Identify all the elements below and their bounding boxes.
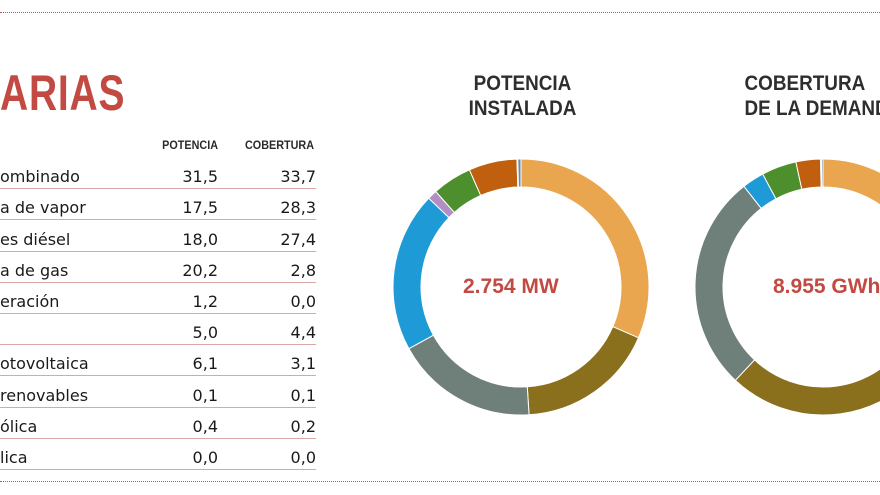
- donut-cobertura: [694, 158, 880, 416]
- donut-title-line1: COBERTURA: [744, 72, 866, 95]
- table-row: ólica 0,4 0,2: [0, 407, 316, 439]
- row-name: lica: [0, 438, 170, 470]
- top-divider: [0, 12, 880, 13]
- donut-slice: [526, 326, 640, 416]
- row-name: a de gas: [0, 251, 170, 283]
- row-cobertura: 0,0: [218, 438, 316, 470]
- row-potencia: 1,2: [170, 282, 218, 314]
- donut-slice: [820, 158, 824, 188]
- row-potencia: 17,5: [170, 188, 218, 221]
- row-cobertura: 0,2: [218, 407, 316, 439]
- table-row: es diésel 18,0 27,4: [0, 219, 316, 252]
- donut-slice: [822, 158, 880, 206]
- row-cobertura: 28,3: [218, 188, 316, 221]
- donut-title-line2: DE LA DEMANDA: [744, 97, 880, 120]
- donut-slice: [408, 334, 530, 416]
- row-name: ombinado: [0, 158, 170, 190]
- row-name: [0, 313, 170, 346]
- header-cobertura: COBERTURA: [244, 138, 314, 152]
- row-cobertura: 0,1: [218, 375, 316, 408]
- donut-slice: [734, 359, 880, 416]
- table-row: lica 0,0 0,0: [0, 438, 316, 470]
- header-potencia: POTENCIA: [162, 138, 218, 152]
- row-cobertura: 4,4: [218, 313, 316, 346]
- row-potencia: 0,1: [170, 375, 218, 408]
- table-row: a de vapor 17,5 28,3: [0, 188, 316, 221]
- center-label-potencia: 2.754 MW: [463, 275, 559, 298]
- row-cobertura: 2,8: [218, 251, 316, 283]
- row-name: eración: [0, 282, 170, 314]
- table-row: eración 1,2 0,0: [0, 282, 316, 314]
- donut-slice: [694, 185, 762, 382]
- row-name: ólica: [0, 407, 170, 439]
- center-label-cobertura: 8.955 GWh: [773, 275, 880, 298]
- row-cobertura: 27,4: [218, 219, 316, 252]
- row-name: renovables: [0, 375, 170, 408]
- row-potencia: 20,2: [170, 251, 218, 283]
- bottom-divider: [0, 481, 880, 482]
- table-row: renovables 0,1 0,1: [0, 375, 316, 408]
- table-row: otovoltaica 6,1 3,1: [0, 344, 316, 377]
- table-row: ombinado 31,5 33,7: [0, 158, 316, 190]
- donut-slice: [392, 197, 450, 350]
- donut-potencia: [392, 158, 650, 416]
- row-potencia: 5,0: [170, 313, 218, 346]
- row-potencia: 31,5: [170, 158, 218, 190]
- row-cobertura: 0,0: [218, 282, 316, 314]
- donut-title-potencia: POTENCIA INSTALADA: [448, 71, 597, 121]
- row-name: es diésel: [0, 219, 170, 252]
- data-table: ombinado 31,5 33,7 a de vapor 17,5 28,3 …: [0, 158, 316, 470]
- section-title: ARIAS: [0, 65, 126, 121]
- donut-slice: [517, 158, 522, 188]
- table-row: 5,0 4,4: [0, 313, 316, 346]
- row-name: otovoltaica: [0, 344, 170, 377]
- donut-slice: [520, 158, 650, 339]
- donut-title-line2: INSTALADA: [468, 97, 577, 120]
- row-name: a de vapor: [0, 188, 170, 221]
- donut-title-cobertura: COBERTURA DE LA DEMANDA: [745, 71, 880, 121]
- row-potencia: 0,4: [170, 407, 218, 439]
- donut-title-line1: POTENCIA: [473, 72, 572, 95]
- row-cobertura: 3,1: [218, 344, 316, 377]
- table-row: a de gas 20,2 2,8: [0, 251, 316, 283]
- row-potencia: 18,0: [170, 219, 218, 252]
- row-potencia: 0,0: [170, 438, 218, 470]
- row-cobertura: 33,7: [218, 158, 316, 190]
- row-potencia: 6,1: [170, 344, 218, 377]
